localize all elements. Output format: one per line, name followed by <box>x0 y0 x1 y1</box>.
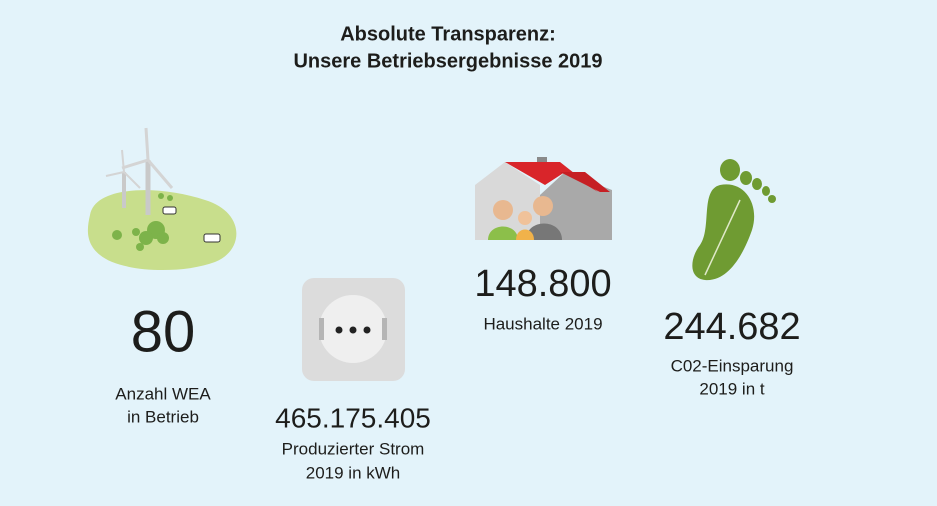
stat-value: 465.175.405 <box>275 402 431 433</box>
title-line: Unsere Betriebsergebnisse 2019 <box>293 50 602 72</box>
stat-value: 148.800 <box>474 263 611 305</box>
stat-label: 2019 in t <box>699 379 764 398</box>
footprint-icon <box>692 159 776 281</box>
stat-label: Haushalte 2019 <box>483 314 602 333</box>
house-icon <box>475 157 612 240</box>
stat-label: Anzahl WEA <box>115 384 211 403</box>
stat-value: 80 <box>131 299 196 364</box>
title-line: Absolute Transparenz: <box>340 23 556 45</box>
socket-icon <box>302 278 405 381</box>
stat-label: 2019 in kWh <box>306 463 401 482</box>
wind-farm-icon <box>87 127 237 271</box>
stat-label: in Betrieb <box>127 407 199 426</box>
stat-value: 244.682 <box>663 306 800 348</box>
stat-label: C02-Einsparung <box>671 356 794 375</box>
stat-label: Produzierter Strom <box>282 439 425 458</box>
